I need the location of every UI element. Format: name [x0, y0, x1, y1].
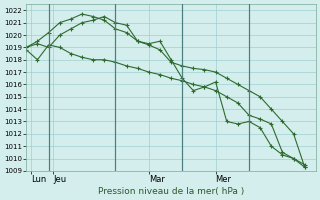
X-axis label: Pression niveau de la mer( hPa ): Pression niveau de la mer( hPa ) — [98, 187, 244, 196]
